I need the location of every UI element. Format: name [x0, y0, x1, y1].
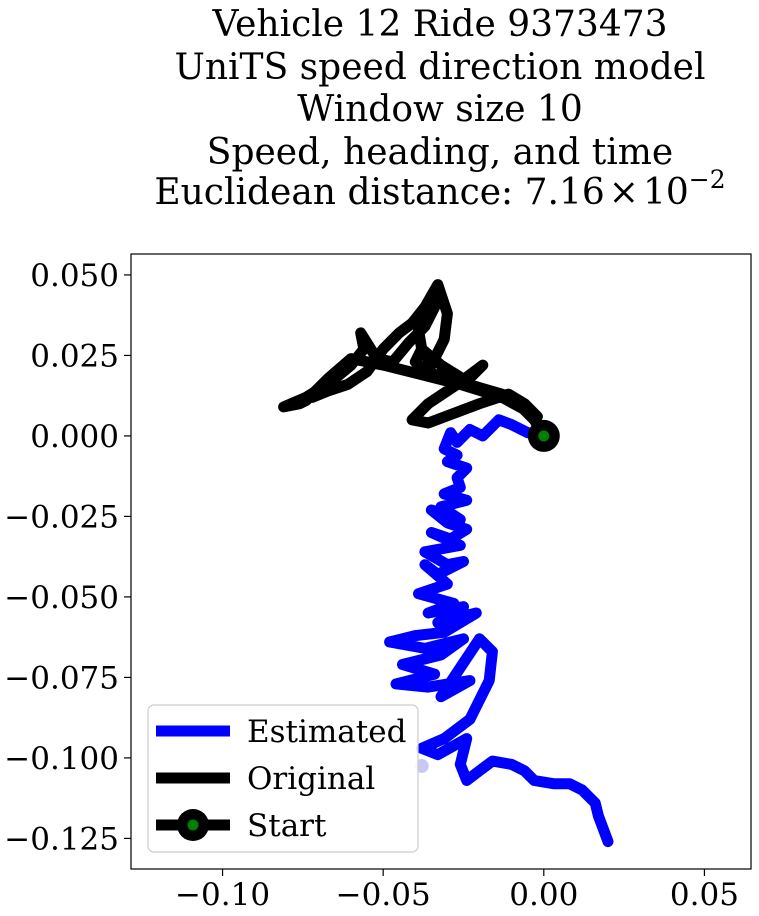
title-metric-exponent: −2 — [689, 165, 726, 194]
axis-ticks: −0.10 −0.05 0.00 0.05 0.050 0.025 0.000 −0.025 −… — [4, 258, 739, 913]
series-line-original — [278, 279, 550, 442]
x-tick-label: −0.10 — [175, 877, 270, 913]
title-line-3: Window size 10 — [297, 89, 583, 130]
y-tick-label: 0.025 — [30, 338, 119, 374]
legend-label-estimated: Estimated — [247, 714, 406, 750]
y-tick-label: −0.025 — [4, 499, 119, 535]
title-metric-label: Euclidean distance: — [154, 172, 524, 213]
series-line-estimated — [384, 414, 614, 848]
series-layer — [278, 279, 614, 848]
title-line-1: Vehicle 12 Ride 9373473 — [211, 4, 667, 45]
x-tick-label: 0.00 — [509, 877, 578, 913]
y-tick-label: −0.125 — [4, 821, 119, 857]
legend-label-original: Original — [247, 761, 375, 797]
y-tick-label: −0.075 — [4, 660, 119, 696]
y-tick-label: 0.050 — [30, 258, 119, 294]
title-line-4: Speed, heading, and time — [207, 132, 673, 173]
y-tick-label: −0.100 — [4, 741, 119, 777]
start-marker-inner — [538, 430, 550, 442]
title-line-5: Euclidean distance: 7.16 × 10−2 — [154, 165, 725, 213]
y-tick-label: −0.050 — [4, 580, 119, 616]
plot-frame — [130, 253, 752, 870]
title-metric-base: 10 — [643, 172, 689, 213]
chart-title: Vehicle 12 Ride 9373473 UniTS speed dire… — [154, 4, 725, 213]
legend-label-start: Start — [247, 808, 327, 844]
legend-marker-inner — [187, 819, 199, 831]
x-tick-label: −0.05 — [336, 877, 431, 913]
y-tick-label: 0.000 — [30, 419, 119, 455]
title-metric-times: × — [609, 172, 639, 213]
legend: Estimated Original Start — [147, 704, 419, 853]
title-line-2: UniTS speed direction model — [175, 47, 706, 88]
legend-box — [147, 704, 419, 853]
x-tick-label: 0.05 — [670, 877, 739, 913]
title-metric-mantissa: 7.16 — [525, 172, 605, 213]
